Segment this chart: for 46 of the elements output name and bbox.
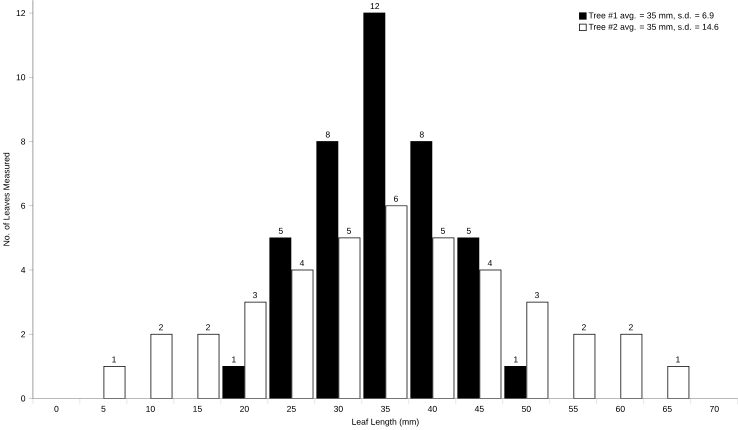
data-label: 2 — [159, 324, 163, 330]
data-label: 5 — [278, 228, 283, 234]
x-tick-label: 10 — [146, 406, 155, 412]
x-tick-label: 30 — [334, 406, 343, 412]
data-label: 8 — [420, 132, 424, 138]
x-tick-label: 35 — [380, 406, 390, 412]
y-tick-label: 2 — [21, 331, 26, 338]
x-tick-label: 5 — [101, 406, 106, 412]
y-tick-label: 4 — [20, 267, 26, 274]
data-label: 4 — [488, 260, 492, 266]
data-label: 2 — [628, 324, 633, 330]
data-label: 1 — [232, 356, 236, 363]
legend-label: Tree #1 avg. = 35 mm, s.d. = 6.9 — [588, 12, 714, 20]
y-tick-label: 10 — [16, 74, 26, 80]
data-label: 3 — [534, 292, 539, 298]
data-label: 8 — [326, 132, 330, 138]
x-tick-label: 25 — [287, 406, 296, 412]
data-label: 12 — [370, 3, 380, 10]
x-tick-label: 50 — [522, 406, 531, 412]
data-label: 1 — [514, 356, 518, 363]
x-tick-label: 55 — [568, 406, 578, 412]
data-label: 1 — [676, 356, 680, 363]
x-tick-label: 60 — [616, 406, 625, 412]
x-tick-label: 45 — [474, 406, 484, 412]
data-label: 1 — [112, 356, 116, 363]
y-tick-label: 8 — [21, 138, 26, 145]
x-tick-label: 65 — [662, 406, 672, 412]
y-tick-label: 6 — [21, 202, 26, 209]
data-label: 3 — [252, 292, 257, 298]
y-tick-label: 12 — [16, 10, 26, 16]
y-axis-title: No. of Leaves Measured — [3, 153, 10, 246]
x-tick-label: 40 — [428, 406, 437, 412]
legend-label: Tree #2 avg. = 35 mm, s.d. = 14.6 — [588, 24, 718, 32]
data-label: 4 — [300, 260, 304, 266]
x-tick-label: 0 — [54, 406, 58, 412]
y-tick-label: 0 — [21, 396, 26, 402]
x-tick-label: 20 — [240, 406, 249, 412]
x-tick-label: 15 — [193, 406, 202, 412]
data-label: 5 — [440, 228, 445, 234]
x-axis-title: Leaf Length (mm) — [352, 418, 419, 427]
x-tick-label: 70 — [710, 406, 719, 412]
data-label: 2 — [582, 324, 586, 330]
data-label: 6 — [394, 196, 398, 202]
data-label: 5 — [466, 228, 471, 234]
data-label: 2 — [206, 324, 210, 330]
data-label: 5 — [346, 228, 351, 234]
